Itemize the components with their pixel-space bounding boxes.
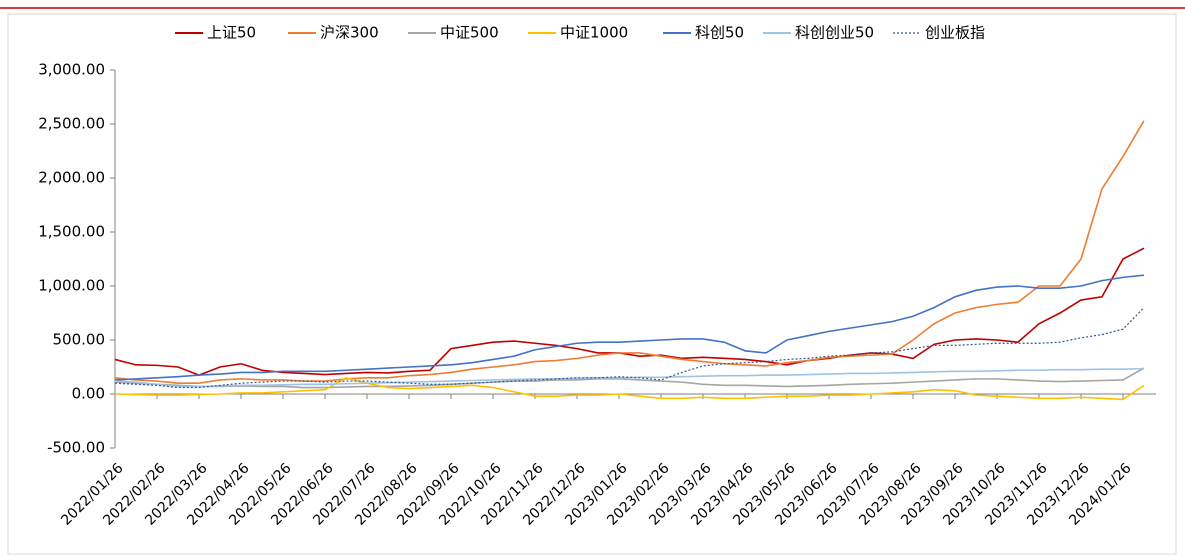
legend-item: 科创创业50	[763, 24, 874, 42]
series-line	[114, 367, 1145, 388]
legend-item: 创业板指	[893, 24, 985, 42]
series-line	[114, 376, 1145, 401]
series-line	[114, 274, 1145, 381]
y-tick-label: 0.00	[72, 385, 105, 403]
chart-frame	[7, 13, 1177, 555]
legend-item: 上证50	[175, 24, 256, 42]
legend-label: 创业板指	[925, 24, 985, 42]
legend-item: 沪深300	[288, 24, 379, 42]
y-tick-label: -500.00	[47, 439, 105, 457]
legend-label: 沪深300	[320, 24, 379, 42]
legend-item: 科创50	[663, 24, 744, 42]
legend-label: 上证50	[207, 24, 256, 42]
y-tick-label: 3,000.00	[38, 61, 105, 79]
legend-item: 中证500	[408, 24, 499, 42]
legend-label: 科创创业50	[795, 24, 874, 42]
legend-item: 中证1000	[528, 24, 628, 42]
series-line	[114, 120, 1145, 384]
legend-label: 中证500	[440, 24, 499, 42]
y-tick-label: 500.00	[53, 331, 106, 349]
series-line	[114, 247, 1145, 376]
y-tick-label: 2,000.00	[38, 169, 105, 187]
y-tick-label: 1,500.00	[38, 223, 105, 241]
y-tick-label: 1,000.00	[38, 277, 105, 295]
legend-label: 中证1000	[560, 24, 628, 42]
legend-label: 科创50	[695, 24, 744, 42]
series-line	[114, 367, 1145, 389]
series-line	[114, 307, 1145, 389]
y-tick-label: 2,500.00	[38, 115, 105, 133]
